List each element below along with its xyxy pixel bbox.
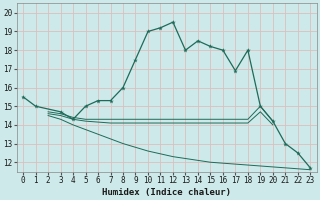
X-axis label: Humidex (Indice chaleur): Humidex (Indice chaleur) — [102, 188, 231, 197]
